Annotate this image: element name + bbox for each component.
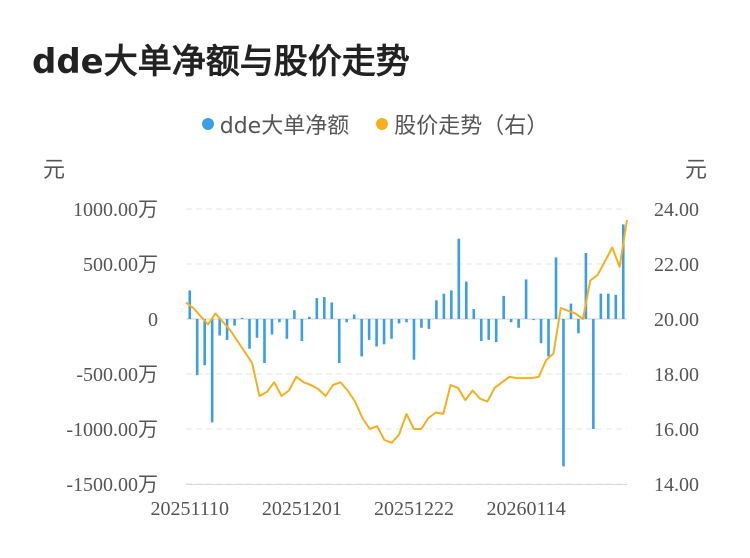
chart-title: dde大单净额与股价走势 [32,42,410,82]
dde-bar [233,319,236,326]
line-series [185,219,628,444]
dde-bar [562,319,565,467]
legend: dde大单净额 股价走势（右） [0,108,750,140]
dde-bar [494,319,498,343]
dde-bar [442,293,446,319]
dde-bar [270,319,274,335]
dde-bar [539,319,543,344]
dde-bar [210,319,214,423]
dde-bar [532,319,535,321]
left-tick-label: -1500.00万 [66,474,158,496]
grid-lines [186,208,627,485]
bar-series [188,224,625,467]
dde-bar [382,319,386,345]
dde-bar [278,319,281,323]
dde-bar [255,319,259,338]
dde-bar [427,319,431,329]
dde-bar [479,319,483,341]
legend-dot-dde [201,118,214,130]
dde-bar [397,319,401,324]
left-tick-label: -1000.00万 [66,419,158,441]
legend-label-dde: dde大单净额 [219,114,350,139]
legend-item-dde[interactable]: dde大单净额 [201,108,350,140]
right-tick-label: 18.00 [654,364,699,386]
x-tick-label: 20251201 [262,498,342,520]
dde-bar [300,319,304,341]
dde-bar [547,319,550,357]
dde-bar [599,293,603,319]
dde-bar [293,310,296,319]
axes: 元 元 1000.00万 500.00万 0 -500.00万 -1000.00万 -15… [43,157,707,520]
dde-bar [450,290,453,319]
left-tick-label: 1000.00万 [73,199,158,221]
dde-bar [308,316,311,319]
dde-bar [517,319,520,328]
dde-bar [554,257,558,319]
dde-bar [592,319,595,429]
right-tick-label: 16.00 [654,419,699,441]
dde-bar [509,319,513,323]
dde-bar [285,319,289,339]
x-tick-label: 20260114 [486,498,565,520]
right-tick-label: 24.00 [654,199,699,221]
dde-bar [352,314,356,319]
dde-bar [457,238,461,319]
dde-bar [390,319,393,339]
dde-bar [322,297,326,319]
dde-bar [367,319,371,340]
legend-item-price[interactable]: 股价走势（右） [376,108,548,140]
dde-bar [375,319,378,347]
dde-bar [420,319,423,328]
dde-bar [360,319,363,357]
dde-bar [584,253,588,319]
dde-bar [263,319,266,363]
dde-bar [621,224,625,319]
dde-bar [435,300,438,319]
dde-bar [502,295,505,319]
left-axis-unit: 元 [43,157,65,182]
price-line [185,219,628,444]
dde-bar [524,279,528,319]
dde-bar [315,298,319,319]
dde-bar [607,293,610,319]
dde-bar [472,309,476,319]
right-tick-label: 14.00 [654,474,699,496]
dde-bar [337,319,341,363]
dde-bar [218,319,221,336]
legend-label-price: 股价走势（右） [394,114,549,139]
dde-bar [195,319,199,376]
dde-bar [345,319,349,323]
dde-bar [248,319,251,349]
right-tick-label: 22.00 [654,254,699,276]
right-tick-label: 20.00 [654,309,699,331]
dde-bar [577,319,580,334]
dde-bar [240,317,244,319]
dde-bar [203,319,206,366]
left-tick-label: -500.00万 [76,364,158,386]
left-tick-label: 0 [148,309,158,331]
right-axis-unit: 元 [685,157,707,182]
dde-bar [412,319,416,360]
dde-bar [464,281,468,319]
left-tick-label: 500.00万 [83,254,158,276]
x-tick-label: 20251110 [150,498,229,520]
dde-bar [405,319,408,323]
dde-bar [487,319,491,340]
dde-bar [225,319,229,340]
dde-bar [614,294,618,319]
x-tick-label: 20251222 [374,498,454,520]
legend-dot-price [376,118,389,130]
dde-bar [330,302,334,319]
